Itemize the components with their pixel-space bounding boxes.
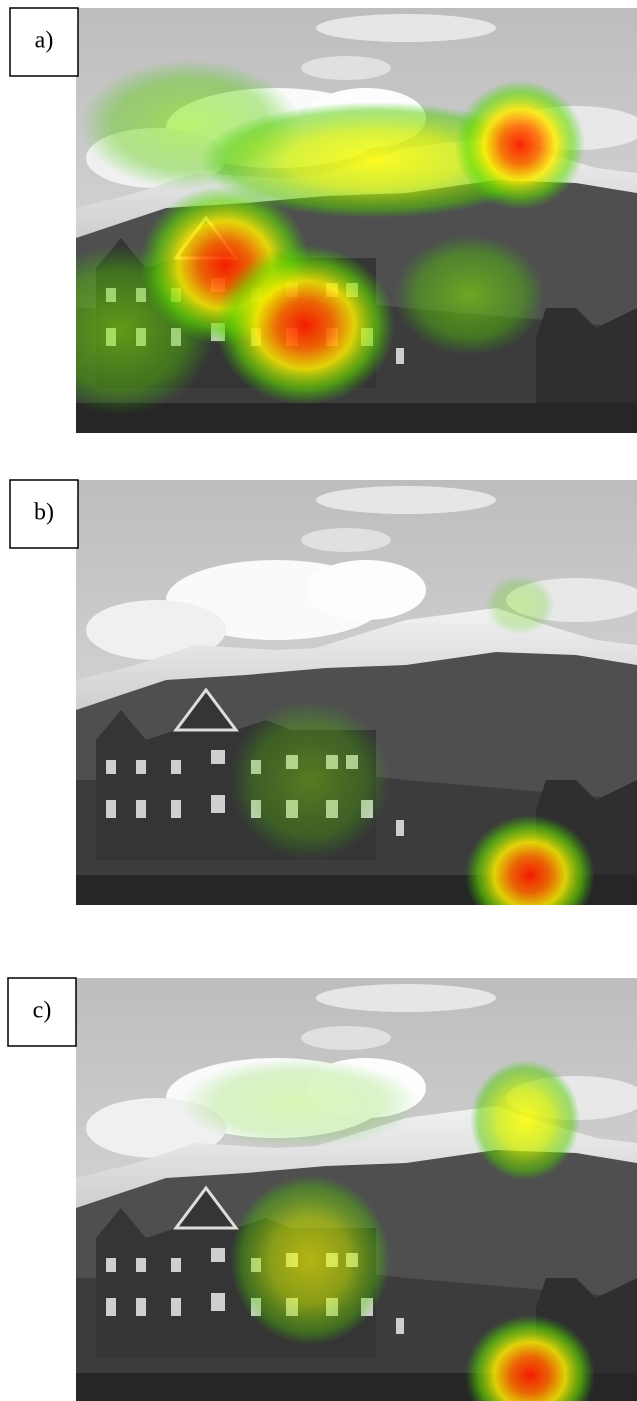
label-box <box>9 479 79 549</box>
label-box <box>9 7 79 77</box>
label-box <box>7 977 77 1047</box>
panel-label: c) <box>33 998 52 1024</box>
panel-c-image <box>76 978 637 1401</box>
panel-label: b) <box>34 500 54 526</box>
panel-a-image <box>25 8 637 433</box>
panel-label: a) <box>35 28 54 54</box>
panel-b-image <box>76 480 637 935</box>
